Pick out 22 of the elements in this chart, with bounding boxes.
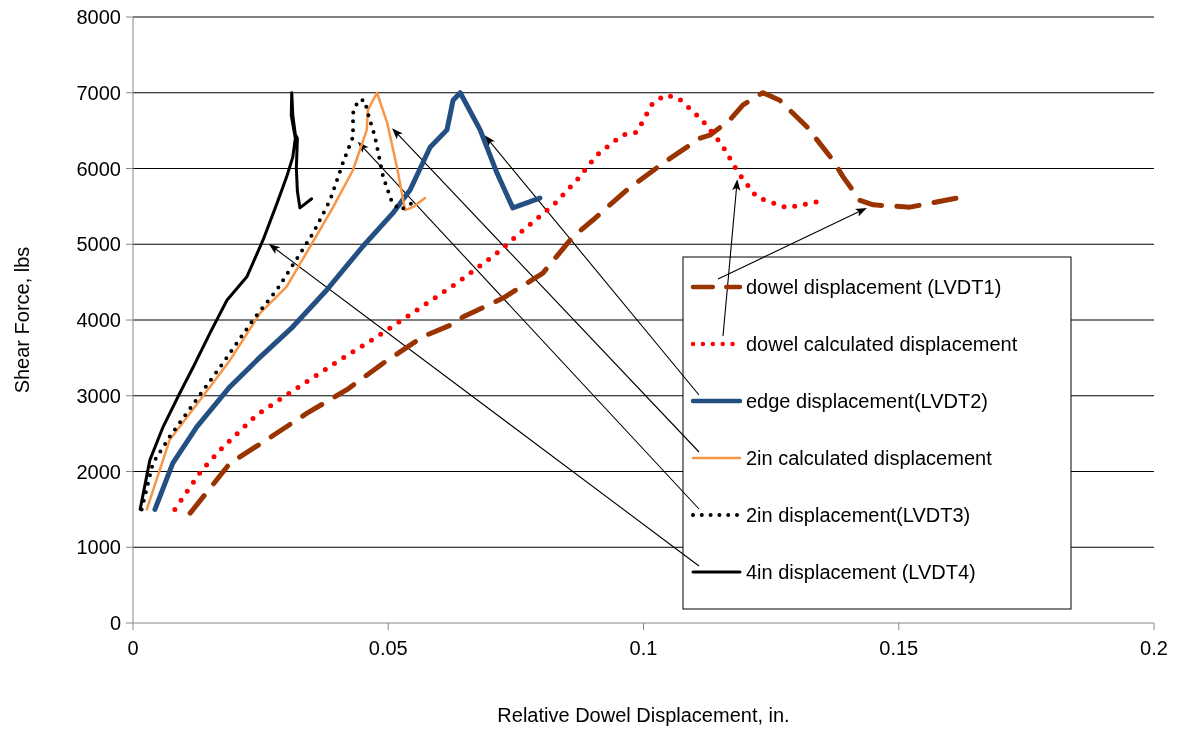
y-tick-label: 7000 <box>76 81 121 104</box>
x-tick-label: 0.1 <box>629 637 658 659</box>
legend-label: 4in displacement (LVDT4) <box>746 561 976 583</box>
legend-label: dowel calculated displacement <box>746 333 1018 355</box>
y-axis-title: Shear Force, lbs <box>11 246 33 394</box>
y-tick-label: 1000 <box>76 536 121 559</box>
y-tick-label: 5000 <box>76 233 121 256</box>
legend-label: 2in calculated displacement <box>746 447 993 469</box>
x-tick-label: 0 <box>127 637 139 659</box>
x-axis-title: Relative Dowel Displacement, in. <box>497 704 790 726</box>
x-tick-label: 0.2 <box>1140 637 1168 659</box>
y-tick-label: 3000 <box>76 384 121 407</box>
legend-label: 2in displacement(LVDT3) <box>746 504 971 526</box>
y-tick-label: 0 <box>109 612 121 634</box>
legend-label: dowel displacement (LVDT1) <box>746 276 1002 298</box>
y-tick-label: 2000 <box>76 460 121 483</box>
x-tick-label: 0.05 <box>368 637 408 659</box>
legend-label: edge displacement(LVDT2) <box>746 390 988 412</box>
y-tick-label: 8000 <box>76 6 121 28</box>
y-tick-label: 4000 <box>76 309 121 331</box>
x-tick-label: 0.15 <box>879 637 919 659</box>
y-tick-label: 6000 <box>76 157 121 180</box>
